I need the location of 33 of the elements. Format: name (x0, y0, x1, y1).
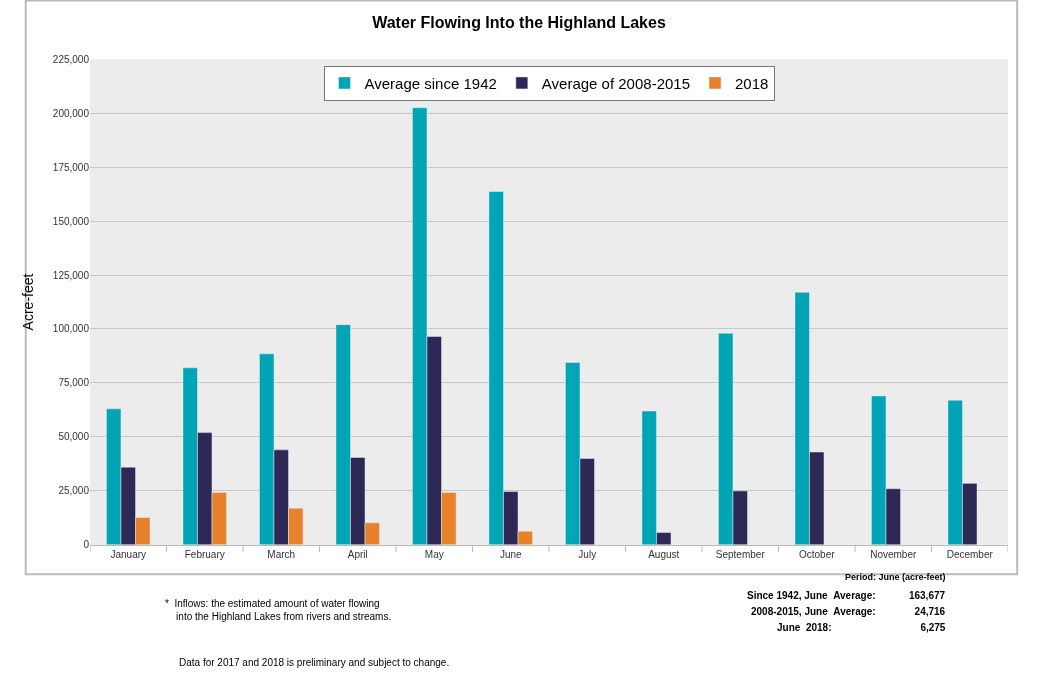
y-axis-title: Acre-feet (20, 273, 37, 331)
text: June 2018: 6,275 (777, 622, 946, 633)
text: Since 1942, June Average: 163,677 (747, 590, 946, 601)
y-tick-label: 225,000 (52, 53, 90, 65)
y-tick-label: 25,000 (58, 485, 90, 497)
x-tick-label: June (499, 548, 523, 560)
chart-title: Water Flowing Into the Highland Lakes (372, 14, 666, 32)
x-tick-label: February (184, 548, 225, 560)
x-tick-label: May (424, 548, 444, 560)
x-tick-label: September (715, 548, 766, 560)
y-tick-label: 175,000 (52, 161, 90, 173)
text: Data for 2017 and 2018 is preliminary and subject to change. (179, 657, 450, 668)
x-tick-label: July (578, 548, 597, 560)
y-tick-label: 100,000 (52, 323, 90, 335)
x-tick-label: December (946, 548, 994, 560)
legend-label: Average since 1942 (364, 74, 497, 92)
x-tick-label: August (648, 548, 680, 560)
legend-label: 2018 (735, 74, 769, 92)
x-tick-label: January (110, 548, 147, 560)
text: Period: June (acre-feet) (845, 572, 946, 582)
x-tick-label: October (798, 548, 836, 560)
x-tick-label: November (870, 548, 917, 560)
x-tick-label: April (347, 548, 368, 560)
y-tick-label: 200,000 (52, 107, 90, 119)
y-tick-label: 150,000 (52, 215, 90, 227)
y-tick-label: 0 (83, 539, 90, 551)
y-tick-label: 125,000 (52, 269, 90, 281)
x-tick-label: March (267, 548, 296, 560)
y-tick-label: 50,000 (58, 431, 90, 443)
text: 2008-2015, June Average: 24,716 (751, 606, 946, 617)
y-tick-label: 75,000 (58, 377, 90, 389)
text: * Inflows: the estimated amount of water flowing into the Highland Lakes from rivers and streams. (165, 598, 392, 622)
legend-label: Average of 2008-2015 (541, 74, 691, 92)
